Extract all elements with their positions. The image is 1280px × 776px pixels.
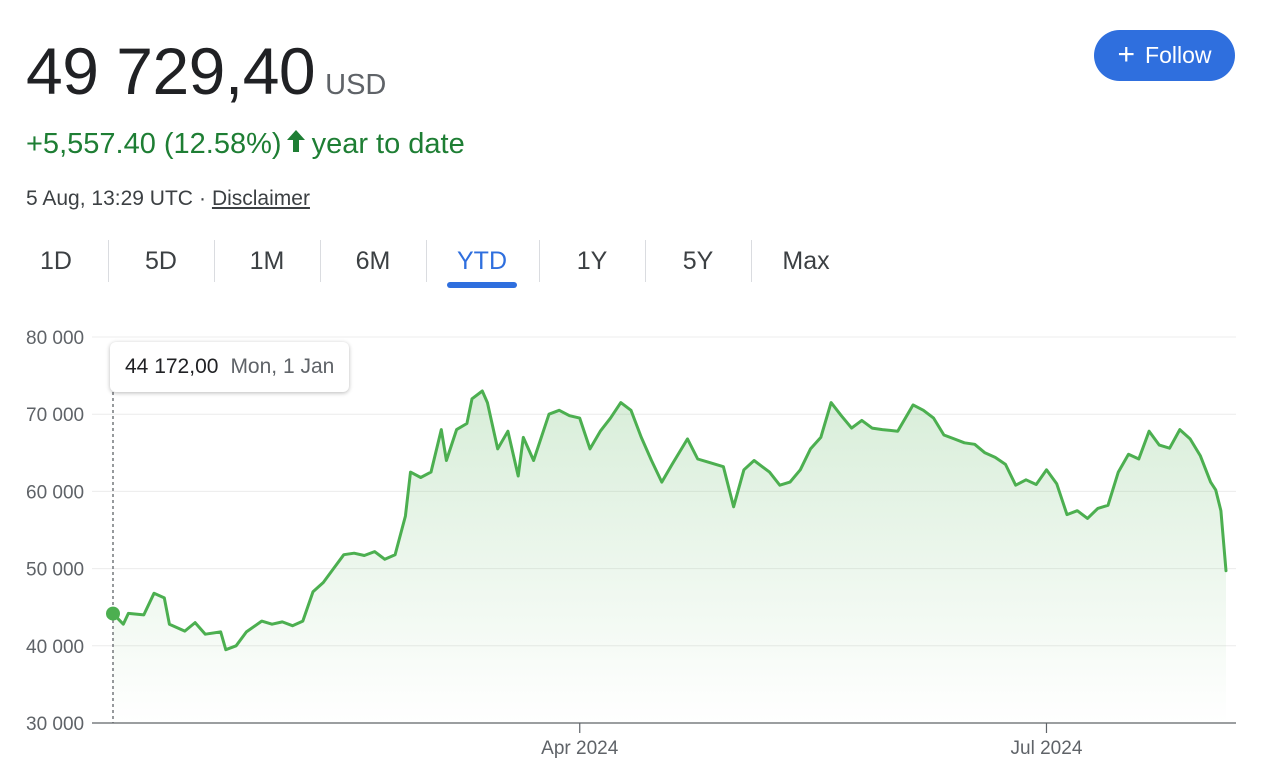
follow-label: Follow [1145,42,1212,68]
hover-tooltip: 44 172,00 Mon, 1 Jan [110,342,350,392]
tab-separator [108,240,109,282]
change-period: year to date [311,128,465,160]
y-tick-label: 40 000 [26,637,84,658]
timestamp: 5 Aug, 13:29 UTC [26,187,193,210]
tab-separator [539,240,540,282]
series-area [113,391,1226,723]
y-tick-label: 50 000 [26,560,84,581]
tab-1d[interactable]: 1D [40,246,72,275]
tab-separator [645,240,646,282]
tab-1y[interactable]: 1Y [576,246,608,275]
y-tick-label: 70 000 [26,405,84,426]
active-tab-indicator [447,282,517,288]
y-tick-label: 80 000 [26,328,84,349]
tab-1m[interactable]: 1M [249,246,285,275]
tab-5y[interactable]: 5Y [682,246,714,275]
tab-separator [320,240,321,282]
tab-separator [426,240,427,282]
tab-5d[interactable]: 5D [145,246,177,275]
disclaimer-link[interactable]: Disclaimer [211,187,310,210]
tab-separator [214,240,215,282]
separator-dot: · [198,187,206,210]
price-row: 49 729,40 USD [26,36,386,106]
arrow-up-icon [286,128,306,161]
current-price: 49 729,40 [26,34,316,108]
tooltip-date: Mon, 1 Jan [230,355,335,378]
price-chart: 30 000 40 000 50 000 60 000 70 000 80 000 Apr … [26,328,1236,759]
range-tabs: 1D 5D 1M 6M YTD 1Y 5Y Max [0,236,880,290]
tab-max[interactable]: Max [782,246,830,275]
currency-label: USD [325,69,387,101]
tab-separator [751,240,752,282]
timestamp-row: 5 Aug, 13:29 UTC · Disclaimer [26,187,310,211]
price-change: +5,557.40 (12.58%) year to date [26,128,465,161]
plus-icon: + [1117,37,1136,71]
change-value: +5,557.40 (12.58%) [26,128,282,160]
hover-point [106,606,120,621]
x-tick-label: Jul 2024 [1011,738,1083,759]
tab-6m[interactable]: 6M [355,246,391,275]
series-line [111,389,1228,652]
follow-button[interactable]: + Follow [1094,30,1235,81]
x-tick-label: Apr 2024 [541,738,619,759]
tooltip-value: 44 172,00 [125,355,219,378]
y-tick-label: 60 000 [26,482,84,503]
y-tick-label: 30 000 [26,714,84,735]
tab-ytd[interactable]: YTD [457,246,507,275]
